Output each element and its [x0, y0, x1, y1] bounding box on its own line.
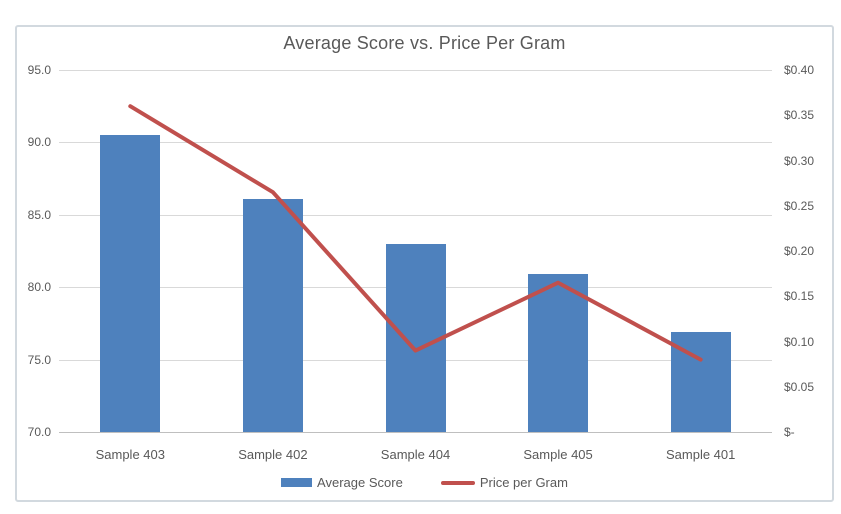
bar-sample-404: [385, 243, 446, 432]
legend: Average Score Price per Gram: [17, 475, 832, 490]
x-axis-label-sample-401: Sample 401: [665, 447, 736, 462]
left-axis-tick: 90.0: [27, 135, 51, 150]
price-line: [128, 104, 703, 362]
gridline: [59, 214, 772, 216]
combo-chart: Average Score vs. Price Per Gram 95.0 90.…: [15, 25, 834, 502]
legend-bar-swatch-icon: [281, 478, 313, 487]
gridline: [59, 142, 772, 144]
legend-line-swatch-icon: [440, 480, 475, 485]
gridline: [59, 70, 772, 71]
right-axis-tick: $0.35: [784, 108, 815, 123]
left-axis-tick: 95.0: [27, 63, 51, 77]
legend-label: Price per Gram: [479, 475, 568, 490]
legend-item-average-score: Average Score: [281, 475, 403, 490]
bar-sample-402: [242, 198, 303, 432]
right-axis-tick: $0.05: [784, 379, 815, 394]
right-axis-tick: $0.40: [784, 63, 815, 77]
x-axis-label-sample-405: Sample 405: [523, 447, 593, 462]
chart-title: Average Score vs. Price Per Gram: [283, 33, 566, 53]
legend-label: Average Score: [317, 475, 403, 490]
plot-area: [59, 70, 772, 433]
right-axis-tick: $0.15: [784, 289, 815, 304]
line-series-svg: [128, 104, 703, 362]
left-axis-tick: 75.0: [27, 352, 51, 367]
right-axis-tick: $0.25: [784, 198, 815, 213]
x-axis-line: [59, 432, 772, 433]
left-axis-tick: 85.0: [27, 207, 51, 222]
left-axis-tick: 80.0: [27, 280, 51, 295]
right-axis-tick: $-: [784, 425, 795, 439]
right-axis-tick: $0.20: [784, 244, 815, 258]
bar-sample-403: [100, 135, 161, 432]
left-axis-tick: 70.0: [27, 425, 51, 439]
x-axis-label-sample-404: Sample 404: [380, 447, 451, 462]
x-axis-label-sample-402: Sample 402: [238, 447, 308, 462]
right-axis-tick: $0.30: [784, 153, 815, 168]
x-axis-label-sample-403: Sample 403: [95, 447, 165, 462]
bar-sample-405: [528, 274, 589, 432]
right-axis-tick: $0.10: [784, 334, 815, 349]
legend-item-price-per-gram: Price per Gram: [440, 475, 568, 490]
